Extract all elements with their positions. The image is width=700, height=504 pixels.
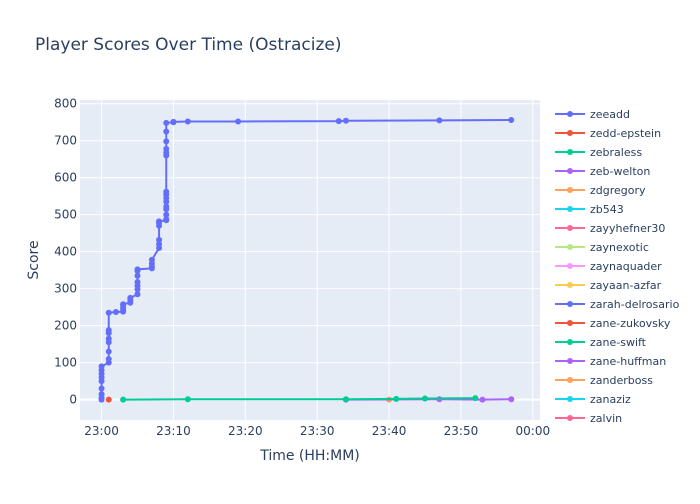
- data-point: [422, 396, 428, 402]
- legend-label: zb543: [590, 203, 624, 216]
- legend-swatch-marker: [567, 263, 573, 269]
- data-point: [472, 395, 478, 401]
- data-point: [343, 118, 349, 124]
- data-point: [120, 397, 126, 403]
- y-tick-label: 0: [69, 393, 77, 407]
- data-point: [480, 397, 486, 403]
- data-point: [149, 257, 155, 263]
- y-tick-label: 500: [54, 208, 77, 222]
- legend-swatch-marker: [567, 358, 573, 364]
- data-point: [127, 295, 133, 301]
- legend-label: zedd-epstein: [590, 127, 661, 140]
- legend-label: zane-zukovsky: [590, 317, 671, 330]
- y-tick-label: 600: [54, 171, 77, 185]
- data-point: [163, 189, 169, 195]
- legend-label: zeb-welton: [590, 165, 650, 178]
- legend-swatch-marker: [567, 187, 573, 193]
- data-point: [106, 349, 112, 355]
- legend-swatch-marker: [567, 282, 573, 288]
- data-point: [113, 309, 119, 315]
- x-tick-label: 23:20: [228, 424, 263, 438]
- legend-swatch-marker: [567, 168, 573, 174]
- data-point: [99, 386, 105, 392]
- x-tick-label: 00:00: [516, 424, 551, 438]
- data-point: [106, 336, 112, 342]
- x-tick-label: 23:50: [444, 424, 479, 438]
- legend-swatch-marker: [567, 130, 573, 136]
- data-point: [235, 118, 241, 124]
- y-axis: 0 100 200 300 400 500 600 700 800: [54, 97, 77, 407]
- data-point: [508, 117, 514, 123]
- y-axis-label: Score: [26, 240, 42, 279]
- legend-label: zdgregory: [590, 184, 646, 197]
- data-point: [106, 356, 112, 362]
- data-point: [185, 396, 191, 402]
- x-tick-label: 23:40: [372, 424, 407, 438]
- legend-label: zane-swift: [590, 336, 647, 349]
- data-point: [163, 138, 169, 144]
- legend-label: zanaziz: [590, 393, 631, 406]
- y-tick-label: 700: [54, 134, 77, 148]
- legend-swatch-marker: [567, 320, 573, 326]
- data-point: [163, 128, 169, 134]
- data-point: [163, 146, 169, 152]
- series-zedd-epstein: [106, 397, 112, 403]
- data-point: [185, 118, 191, 124]
- data-point: [163, 120, 169, 126]
- data-point: [106, 327, 112, 333]
- chart-title: Player Scores Over Time (Ostracize): [35, 35, 342, 55]
- data-point: [508, 396, 514, 402]
- y-tick-label: 300: [54, 282, 77, 296]
- legend-swatch-marker: [567, 339, 573, 345]
- y-tick-label: 400: [54, 245, 77, 259]
- legend-label: zane-huffman: [590, 355, 666, 368]
- legend-swatch-marker: [567, 206, 573, 212]
- data-point: [135, 279, 141, 285]
- legend-swatch-marker: [567, 396, 573, 402]
- data-point: [436, 117, 442, 123]
- legend-label: zaynexotic: [590, 241, 649, 254]
- data-point: [393, 396, 399, 402]
- data-point: [135, 266, 141, 272]
- data-point: [120, 301, 126, 307]
- data-point: [156, 218, 162, 224]
- data-point: [156, 237, 162, 243]
- legend-swatch-marker: [567, 111, 573, 117]
- data-point: [99, 391, 105, 397]
- legend-label: zalvin: [590, 412, 622, 425]
- data-point: [99, 363, 105, 369]
- legend-label: zarah-delrosario: [590, 298, 680, 311]
- legend-swatch-marker: [567, 301, 573, 307]
- legend-swatch-marker: [567, 415, 573, 421]
- data-point: [106, 397, 112, 403]
- legend-label: zebraless: [590, 146, 642, 159]
- legend-label: zayyhefner30: [590, 222, 665, 235]
- legend-swatch-marker: [567, 225, 573, 231]
- legend-label: zaynaquader: [590, 260, 662, 273]
- data-point: [343, 396, 349, 402]
- legend-swatch-marker: [567, 244, 573, 250]
- data-point: [163, 212, 169, 218]
- x-tick-label: 23:10: [156, 424, 191, 438]
- x-tick-label: 23:00: [84, 424, 119, 438]
- legend-label: zeeadd: [590, 108, 630, 121]
- legend-swatch-marker: [567, 149, 573, 155]
- legend-swatch-marker: [567, 377, 573, 383]
- data-point: [170, 119, 176, 125]
- x-tick-label: 23:30: [300, 424, 335, 438]
- legend-label: zanderboss: [590, 374, 653, 387]
- y-tick-label: 200: [54, 319, 77, 333]
- y-tick-label: 100: [54, 356, 77, 370]
- data-point: [336, 118, 342, 124]
- x-axis-label: Time (HH:MM): [259, 448, 360, 464]
- y-tick-label: 800: [54, 97, 77, 111]
- data-point: [106, 310, 112, 316]
- legend-label: zayaan-azfar: [590, 279, 662, 292]
